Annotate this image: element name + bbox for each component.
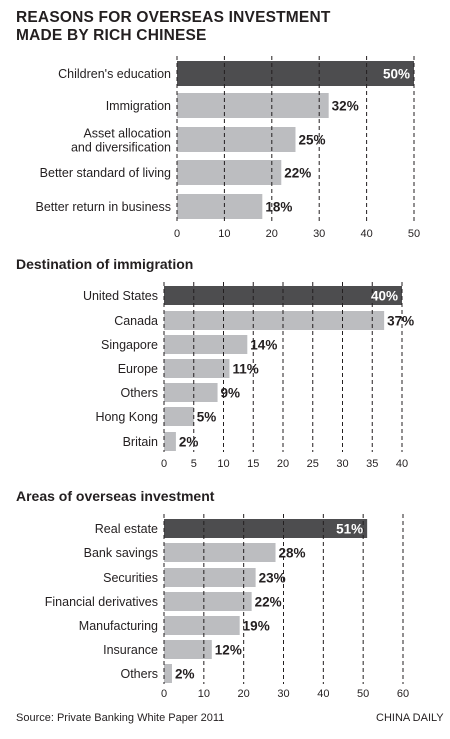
category-label-0-2: Asset allocation and diversification [71, 127, 171, 155]
x-tick-label-2-3: 30 [277, 688, 289, 700]
value-label-0-1: 32% [332, 99, 359, 114]
investment-areas-chart-title: Areas of overseas investment [16, 488, 215, 504]
category-label-2-3: Financial derivatives [45, 595, 158, 609]
category-label-0-4: Better return in business [36, 200, 172, 214]
value-label-2-6: 2% [175, 667, 195, 682]
x-tick-label-1-7: 35 [366, 458, 378, 470]
category-label-2-2: Securities [103, 571, 158, 585]
category-label-1-6: Britain [123, 435, 158, 449]
value-label-1-4: 9% [221, 386, 241, 401]
bar-1-2 [164, 335, 248, 354]
x-tick-label-1-2: 10 [217, 458, 229, 470]
category-label-2-0: Real estate [95, 522, 158, 536]
category-label-1-1: Canada [114, 314, 158, 328]
bar-2-2 [164, 568, 256, 587]
value-label-0-2: 25% [299, 133, 326, 148]
bar-2-4 [164, 616, 240, 635]
x-tick-label-0-3: 30 [313, 228, 325, 240]
x-tick-label-1-6: 30 [336, 458, 348, 470]
category-label-2-4: Manufacturing [79, 619, 158, 633]
bar-2-1 [164, 543, 276, 562]
value-label-0-0: 50% [383, 67, 410, 82]
bar-0-4 [177, 194, 263, 219]
bar-0-1 [177, 93, 329, 118]
bar-2-5 [164, 640, 212, 659]
x-tick-label-2-6: 60 [397, 688, 409, 700]
value-label-1-1: 37% [387, 314, 414, 329]
bar-1-4 [164, 383, 218, 402]
x-tick-label-1-5: 25 [307, 458, 319, 470]
bar-1-1 [164, 311, 385, 330]
chart-title-line1: REASONS FOR OVERSEAS INVESTMENT [16, 9, 331, 26]
category-label-2-5: Insurance [103, 643, 158, 657]
x-tick-label-0-5: 50 [408, 228, 420, 240]
bar-1-3 [164, 359, 230, 378]
value-label-2-3: 22% [255, 595, 282, 610]
bar-0-2 [177, 127, 296, 152]
chart-title-line2: MADE BY RICH CHINESE [16, 27, 207, 44]
credit-label: CHINA DAILY [376, 712, 444, 724]
x-tick-label-2-5: 50 [357, 688, 369, 700]
x-tick-label-2-1: 10 [198, 688, 210, 700]
category-label-1-4: Others [120, 386, 158, 400]
x-tick-label-1-4: 20 [277, 458, 289, 470]
value-label-1-3: 11% [232, 362, 258, 377]
x-tick-label-2-2: 20 [238, 688, 250, 700]
bar-1-6 [164, 432, 176, 451]
bar-1-0 [164, 286, 402, 305]
value-label-0-4: 18% [265, 200, 292, 215]
bar-0-0 [177, 61, 414, 86]
x-tick-label-0-4: 40 [360, 228, 372, 240]
x-tick-label-1-3: 15 [247, 458, 259, 470]
bar-2-6 [164, 664, 172, 683]
value-label-1-6: 2% [179, 435, 199, 450]
value-label-1-5: 5% [197, 410, 217, 425]
x-tick-label-1-8: 40 [396, 458, 408, 470]
category-label-0-3: Better standard of living [40, 166, 171, 180]
value-label-2-2: 23% [259, 571, 286, 586]
value-label-0-3: 22% [284, 166, 311, 181]
x-tick-label-2-4: 40 [317, 688, 329, 700]
category-label-2-1: Bank savings [84, 546, 158, 560]
value-label-2-4: 19% [243, 619, 270, 634]
x-tick-label-1-0: 0 [161, 458, 167, 470]
category-label-0-1: Immigration [106, 99, 171, 113]
chart-title: REASONS FOR OVERSEAS INVESTMENT MADE BY … [16, 9, 331, 45]
source-note: Source: Private Banking White Paper 2011 [16, 712, 225, 724]
x-tick-label-2-0: 0 [161, 688, 167, 700]
value-label-1-0: 40% [371, 289, 398, 304]
value-label-2-0: 51% [336, 522, 363, 537]
x-tick-label-1-1: 5 [191, 458, 197, 470]
bar-1-5 [164, 407, 194, 426]
immigration-chart-title: Destination of immigration [16, 256, 194, 272]
category-label-1-2: Singapore [101, 338, 158, 352]
category-label-2-6: Others [120, 667, 158, 681]
bar-2-3 [164, 592, 252, 611]
category-label-1-0: United States [83, 289, 158, 303]
value-label-1-2: 14% [250, 338, 277, 353]
value-label-2-1: 28% [279, 546, 306, 561]
bar-2-0 [164, 519, 368, 538]
x-tick-label-0-1: 10 [218, 228, 230, 240]
category-label-1-3: Europe [118, 362, 158, 376]
x-tick-label-0-2: 20 [266, 228, 278, 240]
value-label-2-5: 12% [215, 643, 242, 658]
bar-0-3 [177, 160, 282, 185]
category-label-0-0: Children's education [58, 67, 171, 81]
category-label-1-5: Hong Kong [95, 410, 158, 424]
x-tick-label-0-0: 0 [174, 228, 180, 240]
